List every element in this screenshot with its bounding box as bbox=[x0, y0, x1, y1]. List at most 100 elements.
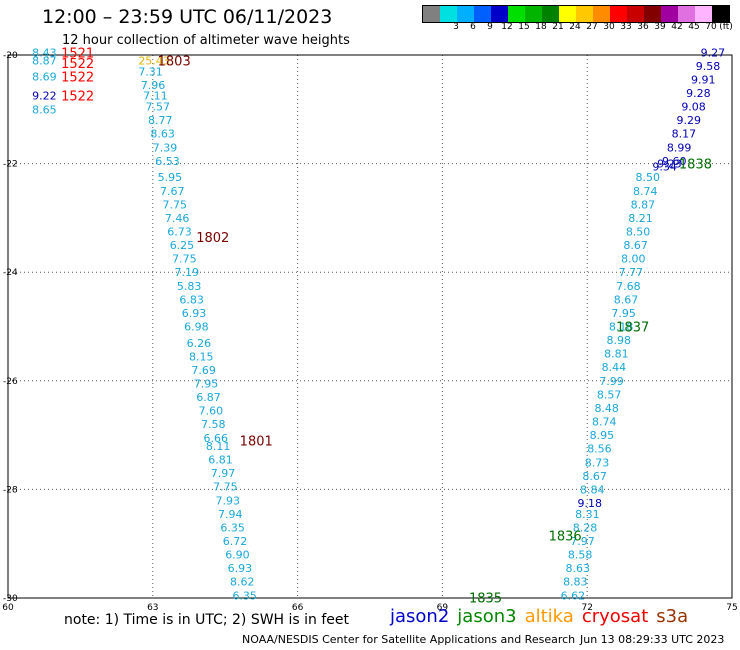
legend-swatch bbox=[525, 6, 542, 22]
wave-height-value: 7.31 bbox=[138, 65, 163, 78]
pass-time-label: 1836 bbox=[549, 530, 582, 545]
wave-height-value: 9.23 bbox=[657, 158, 682, 171]
legend-swatch bbox=[644, 6, 661, 22]
wave-height-value: 8.17 bbox=[672, 128, 697, 141]
wave-height-value: 7.19 bbox=[175, 266, 200, 279]
wave-height-value: 6.72 bbox=[223, 535, 248, 548]
footer-timestamp: Jun 13 08:29:33 UTC 2023 bbox=[580, 633, 725, 646]
wave-height-value: 8.56 bbox=[587, 443, 612, 456]
wave-height-value: 8.50 bbox=[635, 171, 660, 184]
wave-height-value: 6.73 bbox=[167, 225, 192, 238]
wave-height-value: 8.69 bbox=[32, 71, 57, 84]
footer-source: NOAA/NESDIS Center for Satellite Applica… bbox=[242, 633, 576, 646]
wave-height-value: 8.63 bbox=[565, 562, 590, 575]
wave-height-value: 9.58 bbox=[696, 60, 721, 73]
pass-time-label: 1838 bbox=[679, 158, 712, 173]
wave-height-value: 8.43 bbox=[32, 46, 57, 59]
color-legend bbox=[422, 5, 730, 23]
wave-height-value: 8.58 bbox=[568, 549, 593, 562]
x-tick-label: 69 bbox=[437, 603, 449, 613]
wave-height-value: 8.00 bbox=[621, 253, 646, 266]
wave-height-value: 9.60 bbox=[662, 155, 687, 168]
x-tick-label: 60 bbox=[2, 603, 14, 613]
wave-height-value: 6.35 bbox=[232, 589, 257, 602]
wave-height-value: 7.95 bbox=[611, 307, 636, 320]
legend-label: 42 bbox=[671, 22, 683, 32]
y-tick-label: -20 bbox=[3, 51, 18, 61]
legend-swatch bbox=[423, 6, 440, 22]
wave-height-value: 7.39 bbox=[153, 141, 178, 154]
wave-height-value: 7.97 bbox=[211, 467, 236, 480]
legend-label: 21 bbox=[552, 22, 564, 32]
legend-label: 27 bbox=[586, 22, 598, 32]
legend-label: 12 bbox=[501, 22, 513, 32]
chart-note: note: 1) Time is in UTC; 2) SWH is in fe… bbox=[64, 612, 350, 628]
wave-height-value: 8.67 bbox=[623, 239, 648, 252]
legend-label: 18 bbox=[535, 22, 547, 32]
wave-height-value: 6.35 bbox=[220, 521, 245, 534]
satellite-label: jason3 bbox=[457, 606, 517, 627]
wave-height-value: 6.87 bbox=[196, 391, 221, 404]
wave-height-value: 8.48 bbox=[594, 402, 619, 415]
wave-height-value: 25.43 bbox=[138, 54, 170, 67]
y-tick-label: -22 bbox=[3, 160, 18, 170]
wave-height-value: 9.29 bbox=[676, 114, 701, 127]
wave-height-value: 6.98 bbox=[184, 321, 209, 334]
legend-unit: (ft) bbox=[719, 22, 733, 32]
pass-time-label: 1837 bbox=[616, 321, 649, 336]
wave-height-value: 8.73 bbox=[585, 456, 610, 469]
wave-height-value: 7.95 bbox=[194, 378, 219, 391]
legend-swatch bbox=[678, 6, 695, 22]
wave-height-value: 8.57 bbox=[597, 388, 622, 401]
pass-time-label: 1522 bbox=[61, 90, 94, 105]
x-tick-label: 75 bbox=[726, 603, 737, 613]
page-title: 12:00 – 23:59 UTC 06/11/2023 bbox=[42, 6, 333, 28]
legend-swatch bbox=[559, 6, 576, 22]
legend-label: 24 bbox=[569, 22, 581, 32]
legend-label: 9 bbox=[487, 22, 493, 32]
wave-height-value: 7.67 bbox=[160, 185, 185, 198]
legend-swatch bbox=[576, 6, 593, 22]
wave-height-value: 7.11 bbox=[143, 90, 168, 103]
wave-height-value: 6.93 bbox=[182, 307, 207, 320]
wave-height-value: 7.75 bbox=[162, 198, 187, 211]
wave-height-value: 8.44 bbox=[602, 361, 627, 374]
wave-height-value: 7.94 bbox=[218, 508, 243, 521]
wave-height-value: 8.95 bbox=[590, 429, 615, 442]
wave-height-value: 7.96 bbox=[141, 79, 166, 92]
wave-height-value: 7.69 bbox=[191, 364, 216, 377]
wave-height-value: 8.21 bbox=[628, 212, 653, 225]
wave-height-value: 8.18 bbox=[609, 321, 634, 334]
satellite-label: s3a bbox=[656, 606, 689, 627]
wave-height-value: 8.81 bbox=[604, 348, 629, 361]
legend-label: 36 bbox=[637, 22, 649, 32]
pass-time-label: 1835 bbox=[469, 591, 502, 606]
wave-height-value: 8.63 bbox=[150, 128, 175, 141]
x-tick-label: 66 bbox=[292, 603, 304, 613]
satellite-legend: jason2 jason3 altika cryosat s3a bbox=[390, 606, 696, 627]
legend-swatch bbox=[661, 6, 678, 22]
wave-height-value: 9.91 bbox=[691, 73, 716, 86]
wave-height-value: 8.87 bbox=[631, 198, 656, 211]
wave-height-value: 8.74 bbox=[592, 416, 617, 429]
wave-height-value: 8.50 bbox=[626, 225, 651, 238]
wave-height-value: 7.57 bbox=[146, 101, 171, 114]
wave-height-value: 7.97 bbox=[570, 535, 595, 548]
plot-frame bbox=[7, 54, 733, 599]
y-tick-label: -30 bbox=[3, 594, 18, 604]
wave-height-value: 7.75 bbox=[213, 481, 238, 494]
wave-height-value: 7.99 bbox=[599, 375, 624, 388]
wave-height-value: 9.27 bbox=[701, 46, 726, 59]
wave-height-value: 8.77 bbox=[148, 114, 173, 127]
legend-swatch bbox=[542, 6, 559, 22]
legend-swatch bbox=[610, 6, 627, 22]
legend-label: 39 bbox=[654, 22, 666, 32]
wave-height-value: 6.81 bbox=[208, 454, 233, 467]
wave-height-value: 8.31 bbox=[575, 508, 600, 521]
wave-height-value: 8.15 bbox=[189, 350, 214, 363]
satellite-label: jason2 bbox=[390, 606, 450, 627]
wave-height-value: 8.83 bbox=[563, 576, 588, 589]
pass-time-label: 1801 bbox=[240, 435, 273, 450]
legend-swatch bbox=[474, 6, 491, 22]
